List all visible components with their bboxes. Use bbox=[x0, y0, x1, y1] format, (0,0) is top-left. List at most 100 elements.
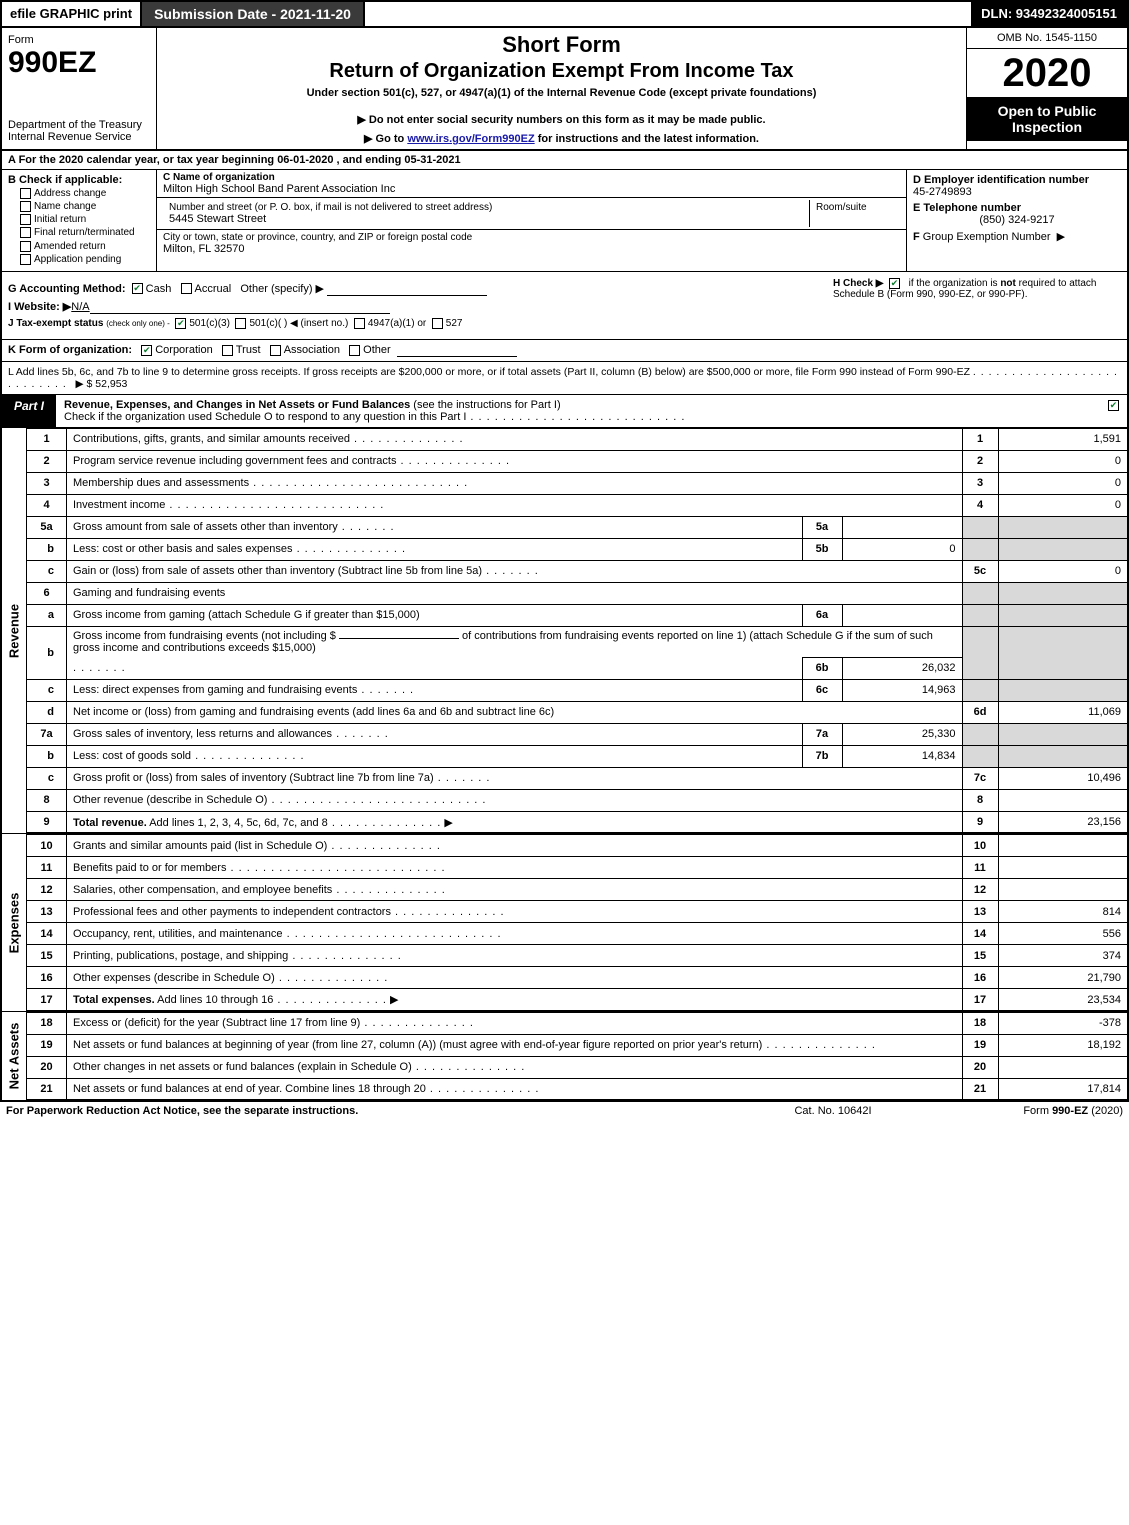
top-bar: efile GRAPHIC print Submission Date - 20… bbox=[0, 0, 1129, 28]
revenue-table: 1Contributions, gifts, grants, and simil… bbox=[26, 428, 1129, 835]
net-assets-table: 18Excess or (deficit) for the year (Subt… bbox=[26, 1012, 1129, 1102]
row-5a: 5aGross amount from sale of assets other… bbox=[27, 516, 1129, 538]
room-suite-label: Room/suite bbox=[816, 202, 894, 213]
form-word: Form bbox=[8, 34, 150, 46]
org-name: Milton High School Band Parent Associati… bbox=[163, 183, 900, 195]
department-label: Department of the Treasury Internal Reve… bbox=[8, 119, 150, 143]
revenue-section: Revenue 1Contributions, gifts, grants, a… bbox=[0, 428, 1129, 835]
row-6: 6Gaming and fundraising events bbox=[27, 582, 1129, 604]
line-j: J Tax-exempt status (check only one) - 5… bbox=[8, 318, 821, 329]
subtitle: Under section 501(c), 527, or 4947(a)(1)… bbox=[165, 87, 958, 99]
ein-label: D Employer identification number bbox=[913, 174, 1121, 186]
gross-receipts-amount: ▶ $ 52,953 bbox=[76, 378, 128, 390]
row-11: 11Benefits paid to or for members11 bbox=[27, 857, 1129, 879]
row-15: 15Printing, publications, postage, and s… bbox=[27, 945, 1129, 967]
row-19: 19Net assets or fund balances at beginni… bbox=[27, 1034, 1129, 1056]
line-a: A For the 2020 calendar year, or tax yea… bbox=[0, 151, 1129, 170]
telephone-label: E Telephone number bbox=[913, 202, 1121, 214]
part-i-schedule-o-chk[interactable] bbox=[1103, 395, 1127, 427]
city-state-zip: Milton, FL 32570 bbox=[163, 243, 900, 255]
form-number: 990EZ bbox=[8, 46, 150, 80]
chk-527[interactable] bbox=[432, 318, 443, 329]
chk-name-change[interactable]: Name change bbox=[20, 201, 150, 212]
chk-h[interactable] bbox=[889, 278, 900, 289]
row-6a: aGross income from gaming (attach Schedu… bbox=[27, 604, 1129, 626]
telephone-value: (850) 324-9217 bbox=[913, 214, 1121, 226]
chk-initial-return[interactable]: Initial return bbox=[20, 214, 150, 225]
row-21: 21Net assets or fund balances at end of … bbox=[27, 1078, 1129, 1100]
chk-corporation[interactable] bbox=[141, 345, 152, 356]
row-5b: bLess: cost or other basis and sales exp… bbox=[27, 538, 1129, 560]
row-20: 20Other changes in net assets or fund ba… bbox=[27, 1056, 1129, 1078]
street-address: 5445 Stewart Street bbox=[169, 213, 803, 225]
part-i-tag: Part I bbox=[2, 395, 56, 427]
line-g: G Accounting Method: Cash Accrual Other … bbox=[8, 282, 821, 296]
org-name-row: C Name of organization Milton High Schoo… bbox=[157, 170, 906, 198]
row-2: 2Program service revenue including gover… bbox=[27, 450, 1129, 472]
chk-501c[interactable] bbox=[235, 318, 246, 329]
short-form-title: Short Form bbox=[165, 32, 958, 58]
website-value: N/A bbox=[71, 301, 89, 313]
h-box: H Check ▶ if the organization is not req… bbox=[827, 272, 1127, 339]
dln-label: DLN: 93492324005151 bbox=[971, 2, 1127, 26]
section-g-h-i-j: G Accounting Method: Cash Accrual Other … bbox=[0, 272, 1129, 340]
ssn-note: ▶ Do not enter social security numbers o… bbox=[165, 113, 958, 126]
paperwork-notice: For Paperwork Reduction Act Notice, see … bbox=[6, 1105, 723, 1117]
tax-year: 2020 bbox=[967, 49, 1127, 97]
line-l: L Add lines 5b, 6c, and 7b to line 9 to … bbox=[0, 362, 1129, 395]
part-i-title: Revenue, Expenses, and Changes in Net As… bbox=[56, 395, 1103, 427]
part-i-bar: Part I Revenue, Expenses, and Changes in… bbox=[0, 395, 1129, 428]
page-footer: For Paperwork Reduction Act Notice, see … bbox=[0, 1101, 1129, 1120]
chk-cash[interactable] bbox=[132, 283, 143, 294]
chk-address-change[interactable]: Address change bbox=[20, 188, 150, 199]
main-title: Return of Organization Exempt From Incom… bbox=[165, 60, 958, 83]
group-exemption-label: F Group Exemption Number ▶ bbox=[913, 230, 1121, 243]
net-assets-section: Net Assets 18Excess or (deficit) for the… bbox=[0, 1012, 1129, 1102]
chk-trust[interactable] bbox=[222, 345, 233, 356]
column-b: B Check if applicable: Address change Na… bbox=[2, 170, 157, 271]
ein-value: 45-2749893 bbox=[913, 186, 1121, 198]
chk-accrual[interactable] bbox=[181, 283, 192, 294]
net-assets-side-label: Net Assets bbox=[0, 1012, 26, 1102]
line-k: K Form of organization: Corporation Trus… bbox=[0, 340, 1129, 362]
row-14: 14Occupancy, rent, utilities, and mainte… bbox=[27, 923, 1129, 945]
goto-note: ▶ Go to www.irs.gov/Form990EZ for instru… bbox=[165, 132, 958, 145]
row-18: 18Excess or (deficit) for the year (Subt… bbox=[27, 1012, 1129, 1034]
row-6d: dNet income or (loss) from gaming and fu… bbox=[27, 701, 1129, 723]
expenses-side-label: Expenses bbox=[0, 834, 26, 1012]
b-header: B Check if applicable: bbox=[8, 174, 150, 186]
line-i: I Website: ▶N/A bbox=[8, 300, 821, 314]
irs-link[interactable]: www.irs.gov/Form990EZ bbox=[407, 133, 534, 145]
chk-amended-return[interactable]: Amended return bbox=[20, 241, 150, 252]
header-center: Short Form Return of Organization Exempt… bbox=[157, 28, 967, 149]
address-row: Number and street (or P. O. box, if mail… bbox=[157, 198, 906, 230]
section-b-to-f: B Check if applicable: Address change Na… bbox=[0, 170, 1129, 272]
chk-application-pending[interactable]: Application pending bbox=[20, 254, 150, 265]
efile-label[interactable]: efile GRAPHIC print bbox=[2, 2, 142, 26]
column-d-e-f: D Employer identification number 45-2749… bbox=[907, 170, 1127, 271]
chk-501c3[interactable] bbox=[175, 318, 186, 329]
row-5c: cGain or (loss) from sale of assets othe… bbox=[27, 560, 1129, 582]
row-6b: bGross income from fundraising events (n… bbox=[27, 626, 1129, 657]
row-3: 3Membership dues and assessments30 bbox=[27, 472, 1129, 494]
chk-association[interactable] bbox=[270, 345, 281, 356]
chk-final-return[interactable]: Final return/terminated bbox=[20, 227, 150, 238]
row-10: 10Grants and similar amounts paid (list … bbox=[27, 835, 1129, 857]
omb-number: OMB No. 1545-1150 bbox=[967, 28, 1127, 49]
city-row: City or town, state or province, country… bbox=[157, 230, 906, 257]
form-ref: Form 990-EZ (2020) bbox=[943, 1105, 1123, 1117]
topbar-spacer bbox=[365, 2, 971, 26]
column-c: C Name of organization Milton High Schoo… bbox=[157, 170, 907, 271]
row-12: 12Salaries, other compensation, and empl… bbox=[27, 879, 1129, 901]
revenue-side-label: Revenue bbox=[0, 428, 26, 835]
chk-4947[interactable] bbox=[354, 318, 365, 329]
row-13: 13Professional fees and other payments t… bbox=[27, 901, 1129, 923]
row-16: 16Other expenses (describe in Schedule O… bbox=[27, 967, 1129, 989]
cat-no: Cat. No. 10642I bbox=[723, 1105, 943, 1117]
form-header: Form 990EZ Department of the Treasury In… bbox=[0, 28, 1129, 151]
g-left: G Accounting Method: Cash Accrual Other … bbox=[2, 272, 827, 339]
chk-other-org[interactable] bbox=[349, 345, 360, 356]
row-7a: 7aGross sales of inventory, less returns… bbox=[27, 723, 1129, 745]
row-17: 17Total expenses. Add lines 10 through 1… bbox=[27, 989, 1129, 1011]
row-7c: cGross profit or (loss) from sales of in… bbox=[27, 767, 1129, 789]
